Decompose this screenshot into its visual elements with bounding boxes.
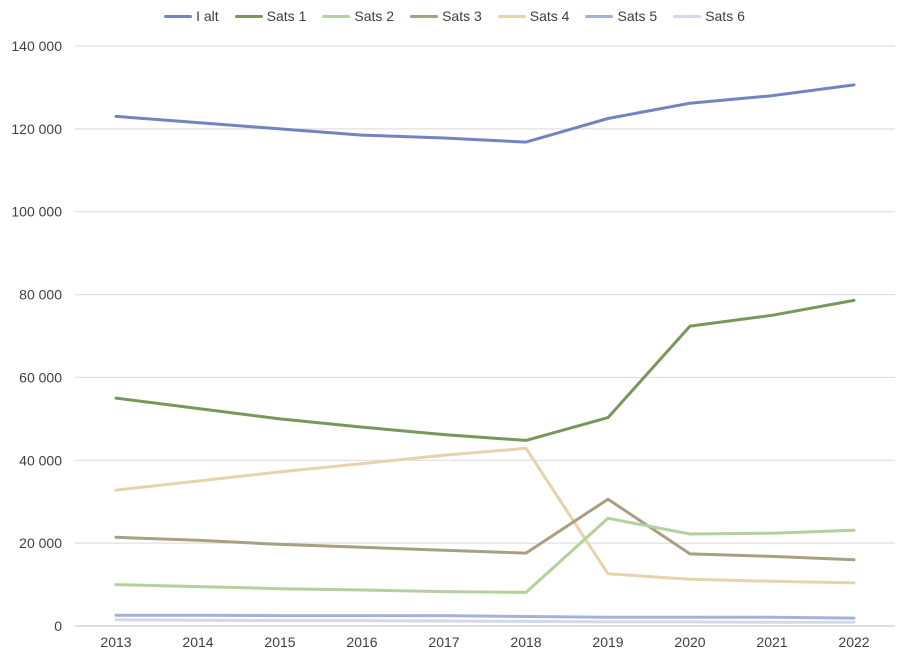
y-tick-label: 20 000: [19, 535, 62, 551]
legend-label: Sats 4: [529, 8, 570, 24]
y-axis-tick-labels: 0 20 000 40 000 60 000 80 000 100 000 120 000 1…: [11, 38, 62, 634]
y-tick-label: 60 000: [19, 369, 62, 385]
y-tick-label: 80 000: [19, 287, 62, 303]
legend-swatch: [410, 14, 439, 18]
series-line-sats-2: [114, 516, 856, 594]
legend-label: I alt: [196, 8, 219, 24]
x-axis-tick-labels: 2013 2014 2015 2016 2017 2018 2019 2020 2021 2022: [100, 634, 869, 650]
series-line-sats-4: [114, 446, 856, 585]
y-tick-label: 0: [54, 618, 62, 634]
y-tick-label: 40 000: [19, 452, 62, 468]
x-tick-label: 2021: [756, 634, 787, 650]
legend-swatch: [234, 14, 263, 18]
x-tick-label: 2015: [264, 634, 295, 650]
legend-swatch: [497, 14, 526, 18]
legend-item: Sats 4: [497, 8, 570, 24]
legend-item: Sats 1: [234, 8, 307, 24]
x-tick-label: 2022: [838, 634, 869, 650]
series-lines: [114, 83, 856, 624]
y-tick-label: 140 000: [11, 38, 62, 54]
legend-label: Sats 1: [266, 8, 307, 24]
legend-label: Sats 5: [617, 8, 658, 24]
x-tick-label: 2014: [182, 634, 213, 650]
series-line-sats-6: [114, 618, 856, 624]
legend-swatch: [585, 14, 614, 18]
y-tick-label: 100 000: [11, 204, 62, 220]
legend-item: Sats 3: [410, 8, 482, 24]
legend-item: Sats 2: [322, 8, 394, 24]
x-tick-label: 2017: [428, 634, 459, 650]
x-tick-label: 2013: [100, 634, 131, 650]
legend-label: Sats 2: [354, 8, 395, 24]
series-line-sats-1: [114, 298, 856, 442]
legend-label: Sats 3: [442, 8, 482, 24]
series-line-sats-5: [114, 613, 856, 620]
grid: [75, 45, 895, 627]
legend-swatch: [673, 14, 702, 18]
legend-item: Sats 6: [673, 8, 745, 24]
x-tick-label: 2020: [674, 634, 705, 650]
legend-label: Sats 6: [705, 8, 745, 24]
legend-item: I alt: [164, 8, 219, 24]
x-tick-label: 2016: [346, 634, 377, 650]
series-line-sats-3: [114, 497, 856, 562]
legend: I alt Sats 1 Sats 2 Sats 3 Sats 4 Sats 5 Sats …: [0, 8, 909, 24]
legend-item: Sats 5: [585, 8, 657, 24]
x-tick-label: 2018: [510, 634, 541, 650]
series-line-i-alt: [114, 83, 856, 144]
x-tick-label: 2019: [592, 634, 623, 650]
legend-swatch: [322, 14, 351, 18]
legend-swatch: [164, 14, 193, 18]
y-tick-label: 120 000: [11, 121, 62, 137]
